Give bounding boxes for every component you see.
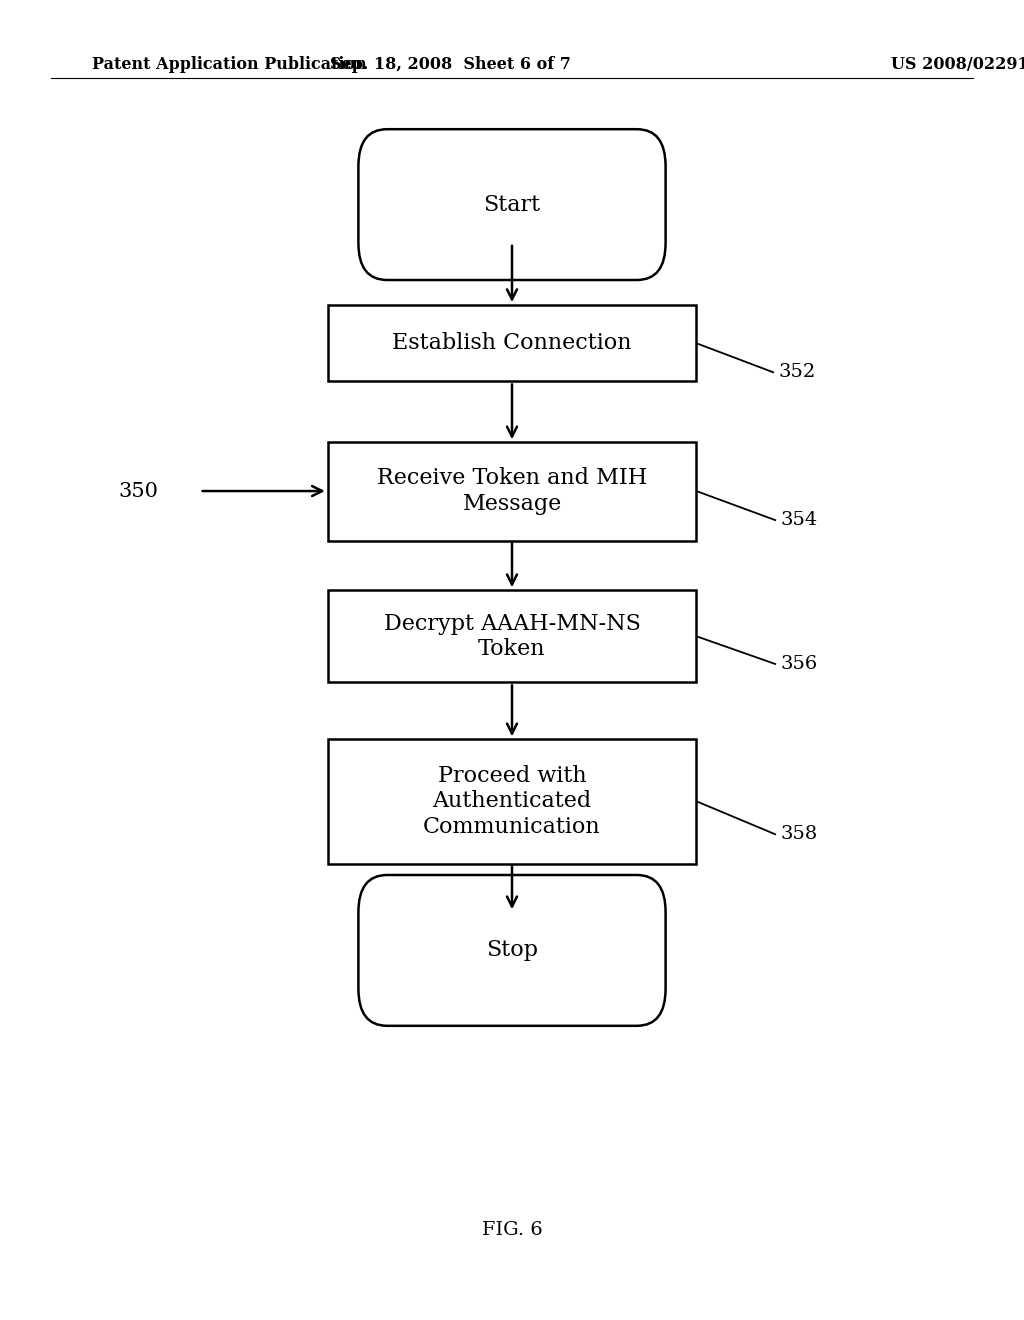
Bar xyxy=(328,441,696,541)
Text: Start: Start xyxy=(483,194,541,215)
Text: Proceed with
Authenticated
Communication: Proceed with Authenticated Communication xyxy=(423,764,601,838)
Text: Establish Connection: Establish Connection xyxy=(392,333,632,354)
Bar xyxy=(328,590,696,682)
Bar xyxy=(328,739,696,863)
Text: Stop: Stop xyxy=(486,940,538,961)
Text: 358: 358 xyxy=(780,825,817,843)
Text: 354: 354 xyxy=(780,511,817,529)
Text: 352: 352 xyxy=(778,363,815,381)
Text: US 2008/0229107 A1: US 2008/0229107 A1 xyxy=(891,57,1024,73)
Text: 356: 356 xyxy=(780,655,817,673)
FancyBboxPatch shape xyxy=(358,129,666,280)
Text: FIG. 6: FIG. 6 xyxy=(481,1221,543,1239)
Text: 350: 350 xyxy=(119,482,159,500)
Text: Sep. 18, 2008  Sheet 6 of 7: Sep. 18, 2008 Sheet 6 of 7 xyxy=(330,57,571,73)
FancyBboxPatch shape xyxy=(358,875,666,1026)
Text: Patent Application Publication: Patent Application Publication xyxy=(92,57,367,73)
Text: Receive Token and MIH
Message: Receive Token and MIH Message xyxy=(377,467,647,515)
Bar xyxy=(328,305,696,381)
Text: Decrypt AAAH-MN-NS
Token: Decrypt AAAH-MN-NS Token xyxy=(384,612,640,660)
